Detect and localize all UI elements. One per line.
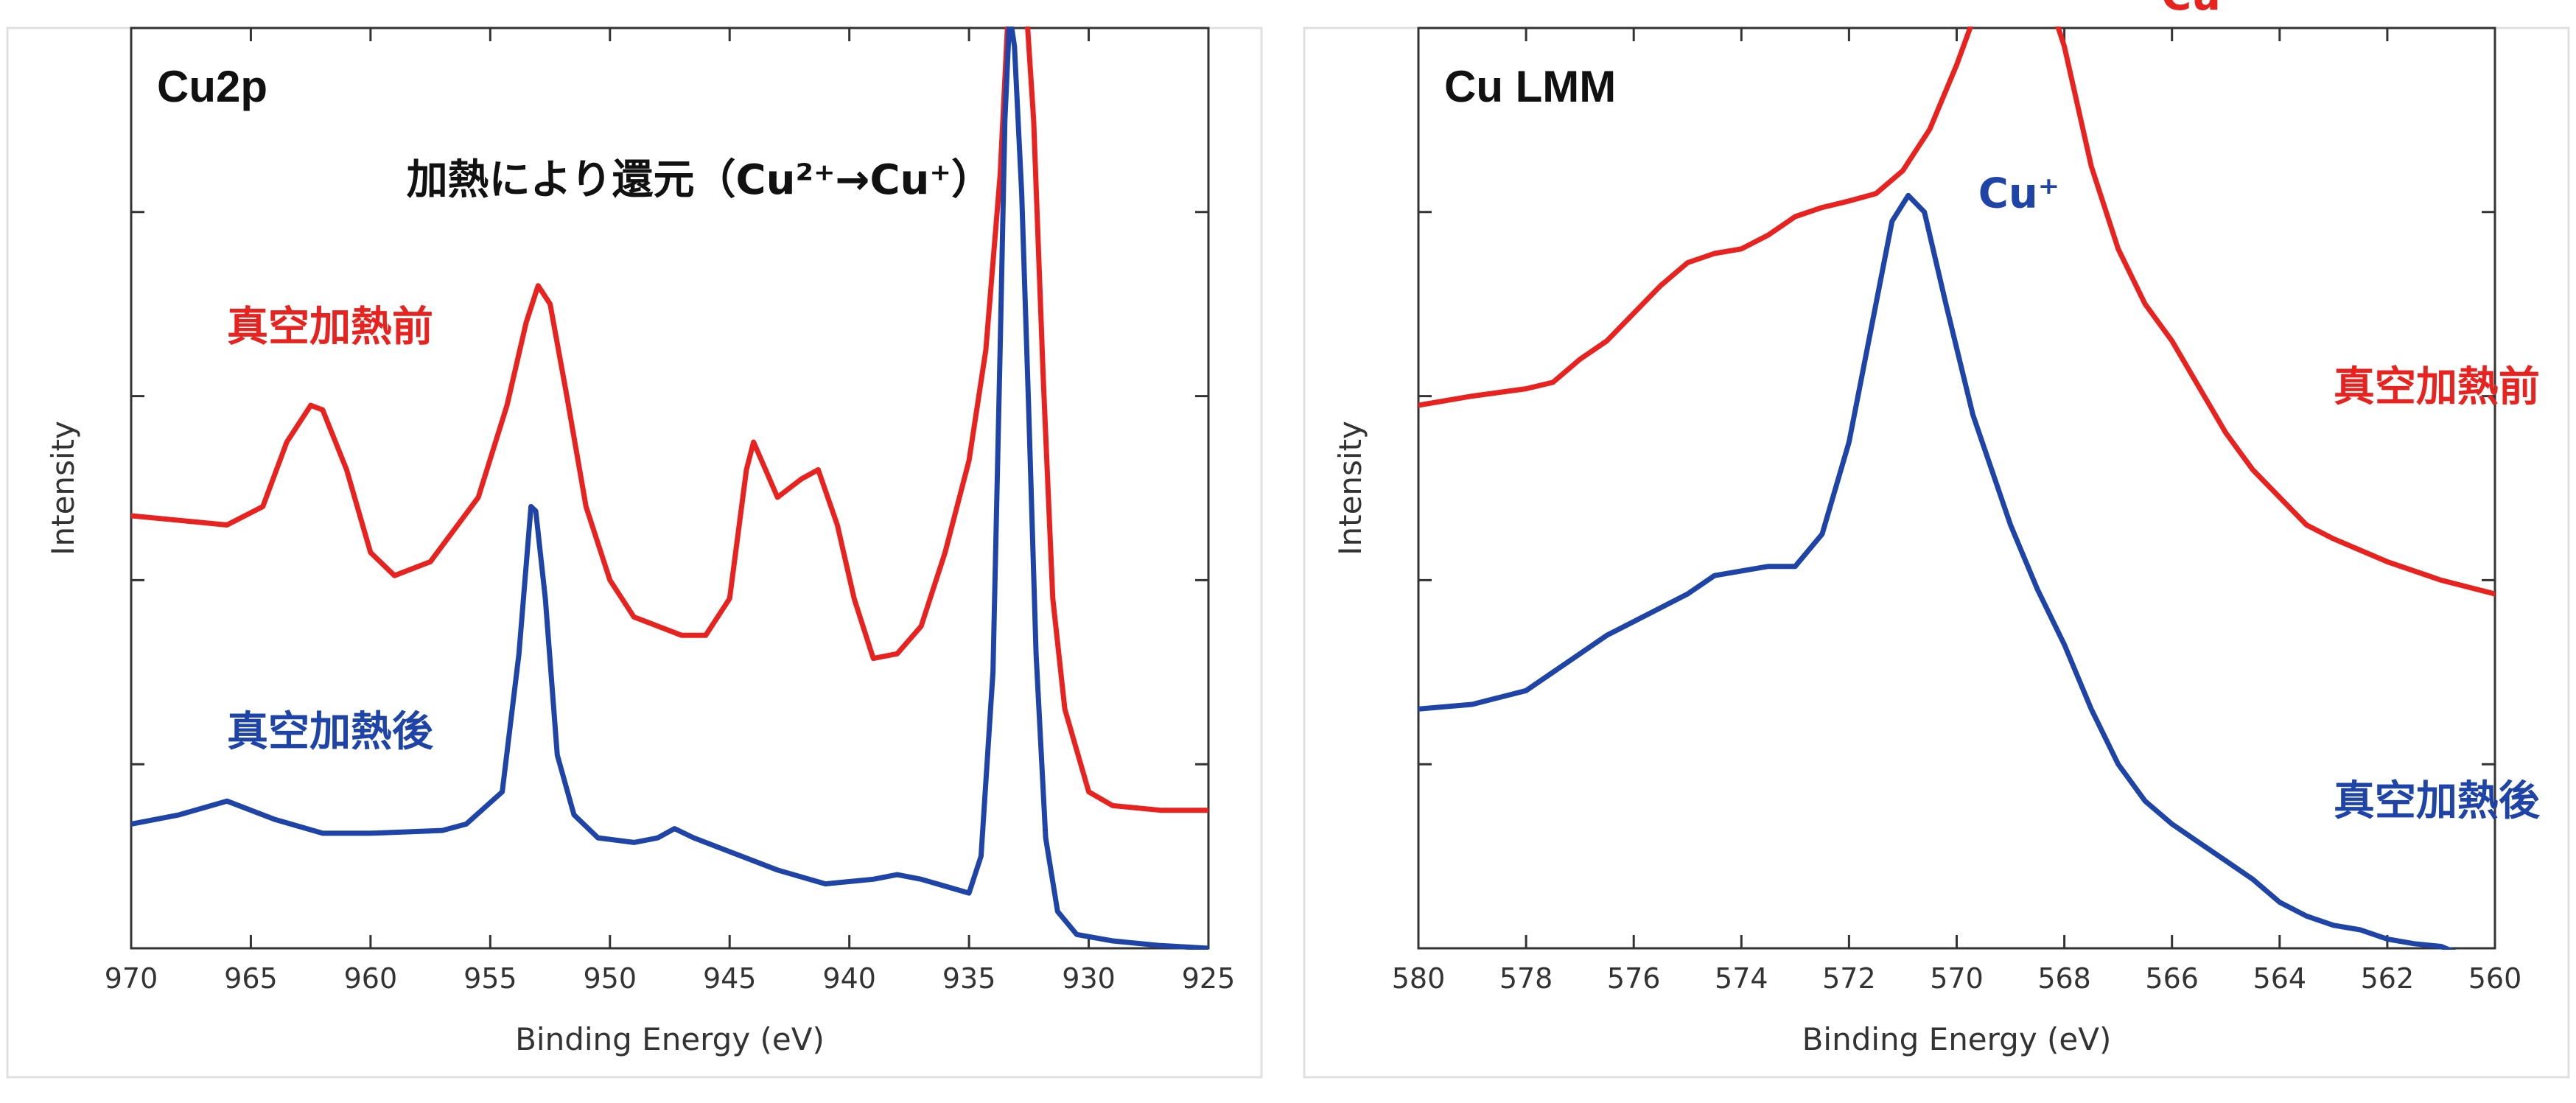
series-line-after-heating	[1418, 192, 2457, 950]
x-tick-label: 955	[463, 962, 517, 995]
series-label: 真空加熱後	[2334, 777, 2541, 825]
panel-cu-lmm: 580 578 576 574 572 570 568 566 564 562 560 Binding…	[1303, 0, 2570, 1079]
species-label: Cu⁺	[1978, 170, 2060, 218]
reduction-annotation: 加熱により還元（Cu²⁺→Cu⁺）	[407, 156, 993, 204]
x-tick-label: 576	[1607, 962, 1661, 995]
x-tick-label: 945	[703, 962, 757, 995]
series-label: 真空加熱前	[227, 304, 433, 351]
x-axis-label: Binding Energy (eV)	[515, 1021, 825, 1057]
x-tick-label: 940	[822, 962, 876, 995]
panel-cu2p: 970 965 960 955 950 945 940 935 930 925 Binding En…	[6, 27, 1263, 1079]
series-line-after-heating	[131, 27, 1208, 950]
x-tick-label: 564	[2253, 962, 2307, 995]
x-tick-label: 580	[1392, 962, 1446, 995]
series-label: 真空加熱後	[227, 708, 434, 756]
x-tick-label: 965	[224, 962, 278, 995]
x-tick-label: 572	[1822, 962, 1876, 995]
series-line-before-heating	[1418, 27, 2495, 597]
x-tick-label: 960	[344, 962, 398, 995]
x-tick-label: 570	[1930, 962, 1984, 995]
x-tick-label: 578	[1499, 962, 1553, 995]
x-tick-label: 925	[1182, 962, 1236, 995]
x-tick-label: 568	[2037, 962, 2091, 995]
x-tick-label: 574	[1715, 962, 1768, 995]
x-tick-label: 950	[584, 962, 637, 995]
x-tick-label: 560	[2468, 962, 2522, 995]
panel-title: Cu2p	[157, 62, 267, 111]
species-label: Cu²⁺	[2161, 0, 2261, 20]
x-tick-label: 930	[1062, 962, 1116, 995]
x-tick-label: 935	[942, 962, 996, 995]
x-axis-label: Binding Energy (eV)	[1802, 1021, 2112, 1057]
series-line-before-heating	[131, 27, 1208, 813]
x-tick-label: 566	[2145, 962, 2199, 995]
y-axis-label: Intensity	[1332, 421, 1368, 556]
y-axis-label: Intensity	[45, 421, 81, 556]
plot-area-border	[130, 27, 1210, 950]
x-tick-label: 562	[2361, 962, 2415, 995]
x-tick-label: 970	[105, 962, 158, 995]
panel-title: Cu LMM	[1444, 62, 1616, 111]
series-label: 真空加熱前	[2334, 363, 2540, 411]
panel-frame	[1303, 27, 2570, 1079]
